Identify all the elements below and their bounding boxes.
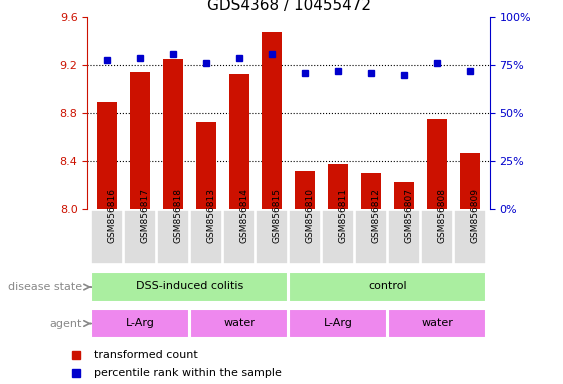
- Text: GSM856810: GSM856810: [305, 189, 314, 243]
- Bar: [394, 182, 414, 209]
- FancyBboxPatch shape: [124, 210, 156, 264]
- Bar: [262, 31, 282, 209]
- FancyBboxPatch shape: [190, 210, 222, 264]
- Text: GSM856813: GSM856813: [206, 189, 215, 243]
- FancyBboxPatch shape: [91, 210, 123, 264]
- Text: water: water: [223, 318, 255, 328]
- Text: GSM856815: GSM856815: [272, 189, 281, 243]
- Bar: [361, 173, 381, 209]
- FancyBboxPatch shape: [388, 210, 420, 264]
- Text: L-Arg: L-Arg: [324, 318, 352, 328]
- Bar: [130, 73, 150, 209]
- FancyBboxPatch shape: [91, 309, 189, 338]
- FancyBboxPatch shape: [355, 210, 387, 264]
- Text: agent: agent: [49, 318, 82, 329]
- Text: GSM856808: GSM856808: [437, 189, 446, 243]
- Text: GSM856809: GSM856809: [470, 189, 479, 243]
- Text: GSM856811: GSM856811: [338, 189, 347, 243]
- FancyBboxPatch shape: [289, 272, 486, 302]
- Bar: [328, 164, 348, 209]
- FancyBboxPatch shape: [421, 210, 453, 264]
- FancyBboxPatch shape: [256, 210, 288, 264]
- Text: water: water: [421, 318, 453, 328]
- Bar: [163, 59, 183, 209]
- Bar: [460, 153, 480, 209]
- Text: GSM856807: GSM856807: [404, 189, 413, 243]
- Text: transformed count: transformed count: [93, 350, 197, 360]
- Text: control: control: [368, 281, 407, 291]
- FancyBboxPatch shape: [454, 210, 486, 264]
- Text: GSM856816: GSM856816: [107, 189, 116, 243]
- Text: disease state: disease state: [7, 282, 82, 292]
- Bar: [97, 103, 117, 209]
- Text: percentile rank within the sample: percentile rank within the sample: [93, 367, 282, 377]
- Text: DSS-induced colitis: DSS-induced colitis: [136, 281, 243, 291]
- Bar: [295, 171, 315, 209]
- Bar: [196, 122, 216, 209]
- FancyBboxPatch shape: [388, 309, 486, 338]
- Bar: [229, 74, 249, 209]
- Text: L-Arg: L-Arg: [126, 318, 154, 328]
- FancyBboxPatch shape: [91, 272, 288, 302]
- FancyBboxPatch shape: [322, 210, 354, 264]
- FancyBboxPatch shape: [190, 309, 288, 338]
- Text: GSM856818: GSM856818: [173, 189, 182, 243]
- FancyBboxPatch shape: [289, 210, 321, 264]
- Text: GSM856814: GSM856814: [239, 189, 248, 243]
- Title: GDS4368 / 10455472: GDS4368 / 10455472: [207, 0, 370, 13]
- FancyBboxPatch shape: [223, 210, 255, 264]
- FancyBboxPatch shape: [289, 309, 387, 338]
- Bar: [427, 119, 447, 209]
- FancyBboxPatch shape: [157, 210, 189, 264]
- Text: GSM856817: GSM856817: [140, 189, 149, 243]
- Text: GSM856812: GSM856812: [371, 189, 380, 243]
